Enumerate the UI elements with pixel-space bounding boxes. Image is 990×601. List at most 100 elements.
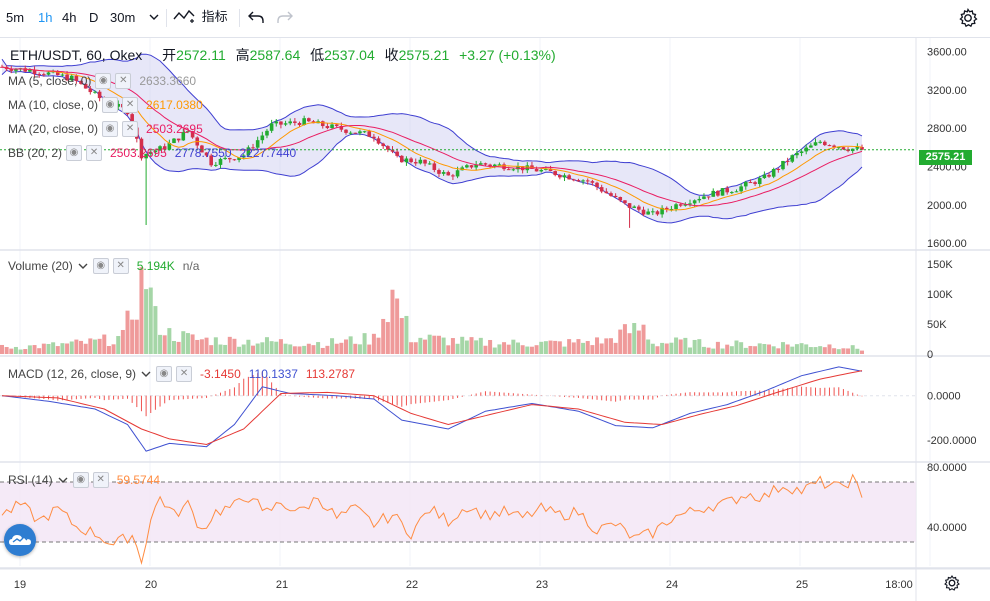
macd-label: MACD (12, 26, close, 9) (8, 367, 137, 381)
eye-icon[interactable]: ◉ (92, 258, 109, 274)
volume-legend[interactable]: Volume (20) ◉ ✕ 5.194K n/a (8, 258, 199, 274)
candle-body (795, 153, 799, 156)
close-icon[interactable]: ✕ (122, 97, 139, 113)
volume-bar (608, 338, 613, 354)
interval-4h[interactable]: 4h (62, 10, 77, 25)
candle-body (293, 121, 297, 123)
eye-icon[interactable]: ◉ (95, 73, 112, 89)
interval-1h[interactable]: 1h (38, 10, 53, 25)
volume-bar (720, 348, 725, 354)
volume-bar (213, 337, 218, 354)
chevron-down-icon[interactable] (57, 474, 69, 486)
interval-5m[interactable]: 5m (6, 10, 25, 25)
low-value: 2537.04 (324, 47, 375, 63)
eye-icon[interactable]: ◉ (66, 145, 83, 161)
time-tick-label: 24 (666, 579, 678, 591)
price-tick-label: 3600.00 (927, 47, 967, 59)
candle-body (785, 160, 790, 162)
chevron-down-icon[interactable] (140, 368, 152, 380)
volume-bar (367, 344, 372, 354)
volume-bar (506, 344, 511, 354)
volume-bar (79, 340, 84, 354)
gear-icon (959, 8, 978, 28)
macd-hist-value: -3.1450 (200, 367, 241, 381)
volume-bar (818, 346, 823, 354)
interval-d[interactable]: D (89, 10, 99, 25)
ma20-legend[interactable]: MA (20, close, 0) ◉ ✕ 2503.2695 (8, 121, 203, 137)
eye-icon[interactable]: ◉ (156, 366, 173, 382)
undo-button[interactable] (247, 8, 265, 33)
close-icon[interactable]: ✕ (86, 145, 103, 161)
interval-dropdown[interactable] (148, 6, 160, 33)
candle-body (697, 198, 702, 201)
eye-icon[interactable]: ◉ (102, 97, 119, 113)
volume-bar (357, 344, 362, 354)
volume-bar (432, 335, 437, 354)
volume-bar (641, 324, 646, 354)
ma5-legend[interactable]: MA (5, close, 0) ◉ ✕ 2633.3660 (8, 73, 196, 89)
close-icon[interactable]: ✕ (112, 258, 129, 274)
candle-body (637, 206, 641, 210)
close-icon[interactable]: ✕ (122, 121, 139, 137)
volume-bar (376, 337, 381, 354)
redo-button[interactable] (276, 8, 294, 33)
volume-bar (4, 347, 9, 354)
volume-bar (757, 343, 762, 354)
gear-icon[interactable] (944, 574, 960, 591)
eye-icon[interactable]: ◉ (72, 472, 89, 488)
volume-bar (381, 318, 386, 354)
volume-bar (246, 339, 251, 354)
volume-bar (153, 306, 158, 354)
candle-body (32, 70, 37, 75)
volume-bar (450, 338, 455, 354)
volume-label: Volume (20) (8, 259, 73, 273)
rsi-legend[interactable]: RSI (14) ◉ ✕ 59.5744 (8, 472, 160, 488)
volume-bar (251, 345, 256, 354)
candle-body (167, 143, 172, 150)
volume-bar (534, 345, 539, 354)
candle-body (227, 157, 232, 160)
volume-bar (636, 330, 641, 354)
tradingview-logo[interactable] (4, 524, 36, 556)
candle-body (562, 175, 567, 178)
volume-bar (413, 342, 418, 354)
candle-body (706, 196, 711, 198)
volume-bar (678, 339, 683, 354)
close-icon[interactable]: ✕ (115, 73, 132, 89)
bb-legend[interactable]: BB (20, 2) ◉ ✕ 2503.2695 2778.7550 2227.7… (8, 145, 296, 161)
volume-bar (139, 267, 144, 354)
candle-body (767, 174, 771, 177)
candle-body (455, 170, 460, 177)
ma5-label: MA (5, close, 0) (8, 74, 92, 88)
candle-body (362, 131, 367, 133)
chevron-down-icon[interactable] (77, 260, 89, 272)
volume-bar (502, 342, 507, 354)
volume-bar (292, 346, 297, 354)
ma10-legend[interactable]: MA (10, close, 0) ◉ ✕ 2617.0380 (8, 97, 203, 113)
volume-bar (60, 343, 65, 354)
candle-body (823, 141, 827, 146)
volume-bar (804, 344, 809, 354)
ma10-line (1, 66, 863, 211)
volume-bar (13, 346, 18, 354)
settings-button[interactable] (958, 8, 978, 28)
interval-30m[interactable]: 30m (110, 10, 136, 25)
candle-body (669, 208, 674, 210)
indicators-button[interactable]: 指标 (172, 7, 228, 27)
candle-body (372, 136, 376, 139)
candle-body (381, 143, 385, 147)
eye-icon[interactable]: ◉ (102, 121, 119, 137)
volume-tick-label: 100K (927, 289, 953, 301)
candle-body (186, 131, 190, 133)
candle-body (632, 206, 637, 208)
macd-legend[interactable]: MACD (12, 26, close, 9) ◉ ✕ -3.1450 110.1… (8, 366, 355, 382)
chevron-down-icon (149, 14, 159, 20)
close-icon[interactable]: ✕ (176, 366, 193, 382)
volume-bar (0, 344, 4, 354)
volume-bar (102, 334, 107, 354)
close-icon[interactable]: ✕ (92, 472, 109, 488)
chart-canvas[interactable]: 3600.003200.002800.002400.002000.001600.… (0, 38, 990, 601)
volume-bar (650, 343, 655, 354)
volume-bar (395, 298, 400, 354)
volume-bar (557, 341, 562, 354)
